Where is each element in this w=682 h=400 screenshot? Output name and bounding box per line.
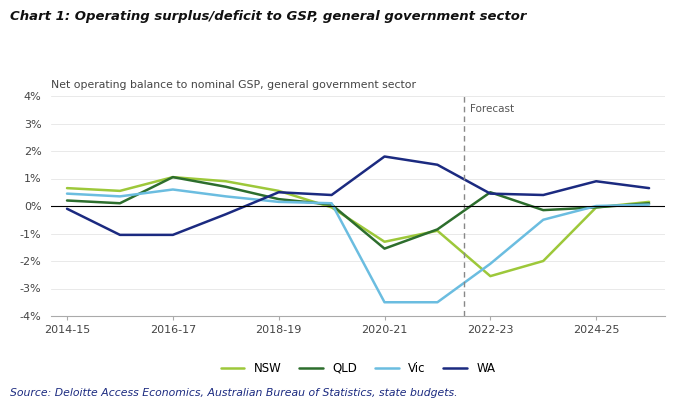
NSW: [486, 274, 494, 278]
WA: [539, 193, 548, 198]
WA: [63, 206, 71, 211]
NSW: [592, 205, 600, 210]
Text: Chart 1: Operating surplus/deficit to GSP, general government sector: Chart 1: Operating surplus/deficit to GS…: [10, 10, 527, 23]
NSW: [168, 175, 177, 180]
WA: [275, 190, 283, 195]
QLD: [381, 246, 389, 251]
Vic: [116, 194, 124, 199]
Vic: [486, 261, 494, 266]
WA: [327, 193, 336, 198]
QLD: [539, 208, 548, 212]
QLD: [645, 201, 653, 206]
QLD: [63, 198, 71, 203]
WA: [116, 232, 124, 237]
NSW: [116, 188, 124, 193]
WA: [486, 191, 494, 196]
Vic: [168, 187, 177, 192]
Vic: [645, 202, 653, 207]
QLD: [168, 175, 177, 180]
QLD: [592, 205, 600, 210]
Vic: [539, 217, 548, 222]
Vic: [275, 200, 283, 204]
Text: Forecast: Forecast: [470, 104, 514, 114]
Vic: [63, 191, 71, 196]
WA: [433, 162, 441, 167]
Legend: NSW, QLD, Vic, WA: NSW, QLD, Vic, WA: [216, 357, 500, 380]
Text: Source: Deloitte Access Economics, Australian Bureau of Statistics, state budget: Source: Deloitte Access Economics, Austr…: [10, 388, 458, 398]
WA: [381, 154, 389, 159]
Vic: [433, 300, 441, 305]
QLD: [275, 197, 283, 202]
Vic: [222, 194, 230, 199]
Vic: [327, 201, 336, 206]
QLD: [116, 201, 124, 206]
NSW: [645, 200, 653, 204]
WA: [592, 179, 600, 184]
Vic: [592, 204, 600, 208]
WA: [222, 212, 230, 217]
Vic: [381, 300, 389, 305]
QLD: [222, 184, 230, 189]
NSW: [539, 258, 548, 263]
NSW: [275, 188, 283, 193]
NSW: [433, 228, 441, 233]
NSW: [327, 205, 336, 210]
WA: [168, 232, 177, 237]
NSW: [381, 239, 389, 244]
Text: Net operating balance to nominal GSP, general government sector: Net operating balance to nominal GSP, ge…: [51, 80, 416, 90]
NSW: [63, 186, 71, 190]
QLD: [327, 202, 336, 207]
Line: NSW: NSW: [67, 177, 649, 276]
WA: [645, 186, 653, 190]
Line: Vic: Vic: [67, 190, 649, 302]
QLD: [486, 190, 494, 195]
Line: QLD: QLD: [67, 177, 649, 249]
QLD: [433, 227, 441, 232]
NSW: [222, 179, 230, 184]
Line: WA: WA: [67, 156, 649, 235]
